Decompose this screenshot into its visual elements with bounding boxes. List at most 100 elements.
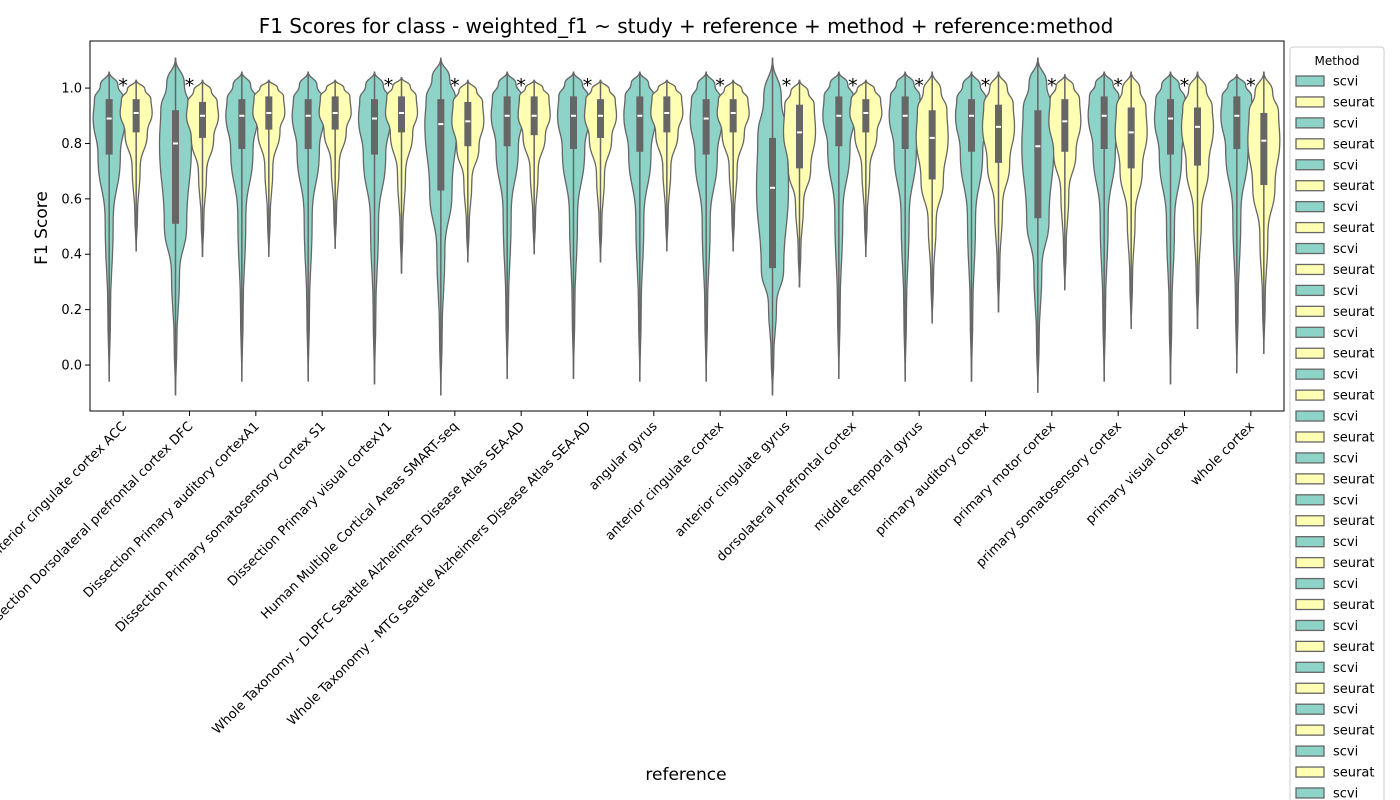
legend-label: scvi <box>1333 116 1358 131</box>
legend-label: scvi <box>1333 75 1358 90</box>
legend-swatch <box>1295 598 1325 611</box>
legend-label: scvi <box>1333 200 1358 215</box>
y-axis-label: F1 Score <box>32 191 52 265</box>
iqr-box <box>437 99 445 191</box>
iqr-box <box>398 96 405 133</box>
iqr-box <box>729 99 737 133</box>
legend-label: scvi <box>1333 451 1358 466</box>
legend-label: seurat <box>1333 221 1374 236</box>
legend-label: seurat <box>1333 430 1374 445</box>
iqr-box <box>1194 107 1201 166</box>
legend-swatch <box>1295 661 1325 673</box>
significance-marker: * <box>1047 75 1057 97</box>
legend-swatch <box>1295 640 1325 653</box>
legend-swatch <box>1295 305 1325 317</box>
significance-marker: * <box>715 75 725 97</box>
iqr-box <box>1034 110 1042 219</box>
significance-marker: * <box>583 75 593 97</box>
legend-label: scvi <box>1333 786 1358 800</box>
legend-label: scvi <box>1333 493 1358 508</box>
significance-marker: * <box>848 75 858 97</box>
iqr-box <box>199 101 206 138</box>
legend-label: scvi <box>1333 745 1358 760</box>
legend-label: scvi <box>1333 619 1358 634</box>
significance-marker: * <box>185 75 195 97</box>
iqr-box <box>304 99 312 150</box>
legend-swatch <box>1295 96 1325 108</box>
legend-swatch <box>1295 75 1325 87</box>
legend-label: scvi <box>1333 368 1358 383</box>
legend-swatch <box>1295 117 1325 129</box>
legend-label: seurat <box>1333 179 1374 194</box>
legend-label: seurat <box>1333 305 1374 320</box>
iqr-box <box>1127 107 1135 169</box>
legend-swatch <box>1295 263 1325 276</box>
legend-swatch <box>1295 347 1325 359</box>
iqr-box <box>636 96 644 152</box>
legend-label: scvi <box>1333 326 1358 341</box>
y-tick-label: 0.4 <box>61 248 82 263</box>
iqr-box <box>132 99 140 133</box>
legend-swatch <box>1295 159 1325 171</box>
iqr-box <box>464 101 472 147</box>
plot-frame <box>89 40 1285 412</box>
legend-label: seurat <box>1333 389 1374 404</box>
legend-label: scvi <box>1333 661 1358 676</box>
significance-marker: * <box>782 75 792 97</box>
iqr-box <box>1100 96 1108 150</box>
legend-swatch <box>1295 766 1325 778</box>
iqr-box <box>1233 96 1241 150</box>
significance-marker: * <box>450 75 460 97</box>
significance-marker: * <box>384 75 394 97</box>
legend-swatch <box>1295 180 1325 192</box>
legend-swatch <box>1295 473 1325 485</box>
legend-label: scvi <box>1333 535 1358 550</box>
iqr-box <box>597 99 604 138</box>
legend-swatch <box>1295 138 1325 150</box>
legend-label: scvi <box>1333 577 1358 592</box>
legend-label: seurat <box>1333 724 1374 739</box>
legend-label: seurat <box>1333 682 1374 697</box>
legend-swatch <box>1295 619 1325 632</box>
legend-swatch <box>1295 494 1325 506</box>
legend-swatch <box>1295 452 1325 464</box>
iqr-box <box>835 96 843 147</box>
x-axis-label: reference <box>645 765 726 785</box>
iqr-box <box>702 99 710 155</box>
iqr-box <box>995 104 1002 163</box>
y-tick-label: 0.6 <box>61 192 82 207</box>
legend-swatch <box>1295 221 1325 234</box>
legend-swatch <box>1295 431 1325 443</box>
legend-swatch <box>1295 745 1325 757</box>
iqr-box <box>172 110 179 224</box>
legend-label: seurat <box>1333 556 1374 571</box>
y-tick-label: 0.2 <box>61 303 82 318</box>
iqr-box <box>862 99 870 133</box>
y-tick-label: 0.8 <box>61 137 82 152</box>
iqr-box <box>570 96 577 150</box>
legend-title: Method <box>1314 54 1359 68</box>
iqr-box <box>928 110 936 180</box>
legend-swatch <box>1295 368 1325 380</box>
legend-label: scvi <box>1333 410 1358 425</box>
chart-title: F1 Scores for class - weighted_f1 ~ stud… <box>259 14 1114 38</box>
legend-label: seurat <box>1333 263 1374 278</box>
iqr-box <box>1061 99 1069 152</box>
legend-label: scvi <box>1333 158 1358 173</box>
iqr-box <box>769 137 776 269</box>
iqr-box <box>968 99 975 152</box>
legend-label: seurat <box>1333 598 1374 613</box>
legend-swatch <box>1295 326 1325 338</box>
legend-swatch <box>1295 200 1325 213</box>
iqr-box <box>238 99 246 150</box>
significance-marker: * <box>1246 75 1256 97</box>
legend-swatch <box>1295 703 1325 715</box>
legend-label: seurat <box>1333 95 1374 110</box>
legend-swatch <box>1295 410 1325 422</box>
significance-marker: * <box>516 75 526 97</box>
legend-label: scvi <box>1333 242 1358 257</box>
legend-frame <box>1289 46 1385 800</box>
iqr-box <box>1167 99 1174 155</box>
legend-label: seurat <box>1333 640 1374 655</box>
legend-swatch <box>1295 515 1325 527</box>
